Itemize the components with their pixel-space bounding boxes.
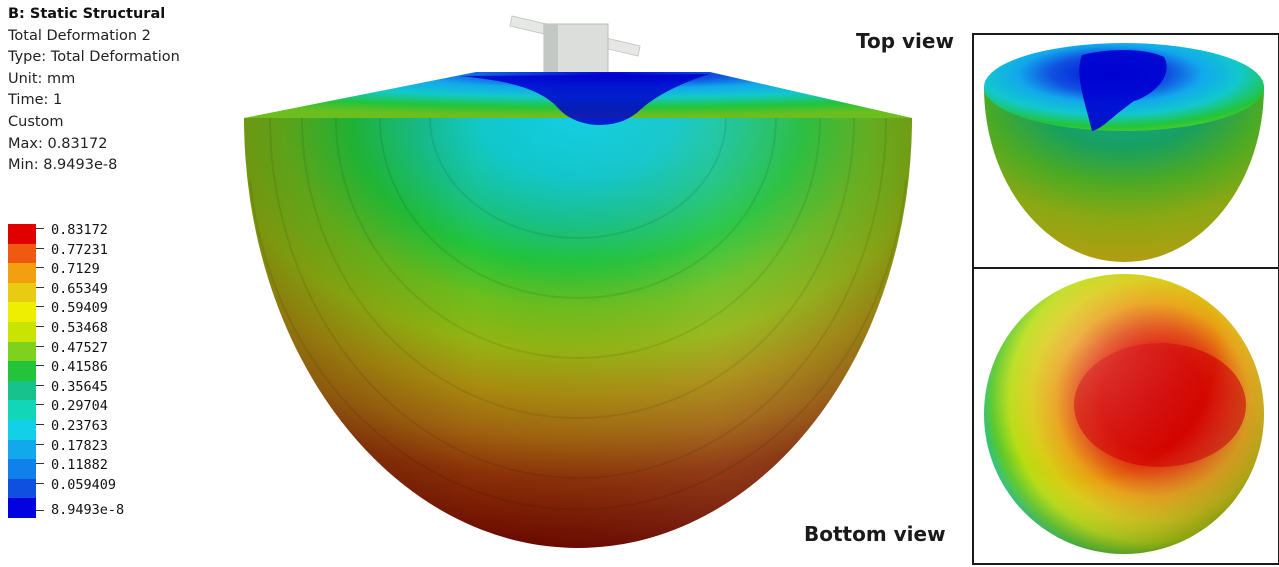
legend-label: 0.17823 xyxy=(51,437,108,454)
legend-label: 0.53468 xyxy=(51,319,108,336)
legend-swatch xyxy=(8,224,36,244)
legend-label: 0.29704 xyxy=(51,398,108,415)
legend-label: 0.11882 xyxy=(51,457,108,474)
legend-swatch xyxy=(8,321,36,342)
top-view-render xyxy=(984,43,1264,262)
legend-label: 0.65349 xyxy=(51,280,108,297)
legend-label: 0.23763 xyxy=(51,417,108,434)
bottom-view-panel[interactable] xyxy=(972,267,1279,565)
legend-swatch xyxy=(8,361,36,381)
top-view-label: Top view xyxy=(856,29,954,53)
legend-swatch xyxy=(8,380,36,401)
result-name: Total Deformation 2 xyxy=(8,27,151,44)
legend-label: 0.47527 xyxy=(51,339,108,356)
legend-label: 0.77231 xyxy=(51,241,108,258)
legend-label: 8.9493e-8 xyxy=(51,502,125,519)
result-min: Min: 8.9493e-8 xyxy=(8,157,118,174)
result-unit: Unit: mm xyxy=(8,70,76,87)
top-view-panel[interactable] xyxy=(972,33,1279,269)
legend-swatch xyxy=(8,243,36,264)
legend-swatch xyxy=(8,459,36,479)
legend-label: 0.59409 xyxy=(51,300,108,317)
legend-label: 0.7129 xyxy=(51,261,100,278)
legend-swatch xyxy=(8,302,36,322)
legend-label: 0.83172 xyxy=(51,222,108,238)
result-time: Time: 1 xyxy=(8,92,63,109)
result-max: Max: 0.83172 xyxy=(8,135,108,152)
result-scale-mode: Custom xyxy=(8,113,64,130)
legend-swatch xyxy=(8,498,36,518)
legend-swatch xyxy=(8,419,36,440)
legend-swatch xyxy=(8,341,36,362)
bottom-view-render xyxy=(984,274,1264,554)
analysis-title: B: Static Structural xyxy=(8,6,166,22)
result-type: Type: Total Deformation xyxy=(8,49,180,66)
legend-label: 0.41586 xyxy=(51,359,108,376)
legend-swatch xyxy=(8,478,36,499)
main-model-view[interactable] xyxy=(240,0,920,567)
legend-label: 0.35645 xyxy=(51,378,108,395)
legend-swatch xyxy=(8,282,36,303)
contour-lines xyxy=(249,117,907,511)
legend-swatch xyxy=(8,400,36,420)
legend-swatch xyxy=(8,263,36,283)
mounting-bracket xyxy=(509,15,641,77)
legend-swatch xyxy=(8,439,36,460)
legend-label: 0.059409 xyxy=(51,476,117,493)
result-info-panel: B: Static Structural Total Deformation 2… xyxy=(8,4,180,177)
bottom-view-label: Bottom view xyxy=(804,522,946,546)
